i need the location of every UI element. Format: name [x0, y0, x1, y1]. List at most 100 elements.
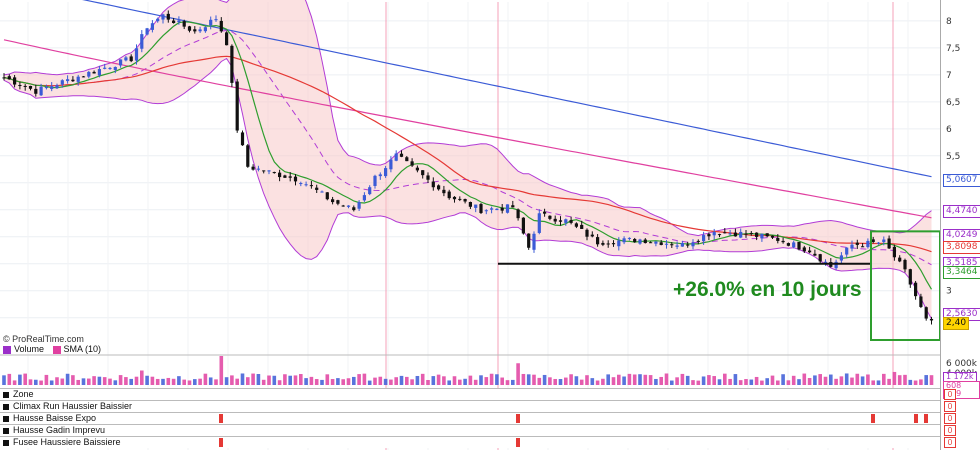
volume-bar — [277, 380, 282, 385]
candle-body — [352, 207, 356, 211]
volume-bar — [362, 373, 367, 385]
candle-body — [161, 14, 165, 20]
candle-body — [71, 79, 75, 82]
candle-body — [187, 26, 192, 31]
candle-body — [760, 233, 764, 239]
volume-bar — [733, 374, 738, 385]
indicator-name: Zone — [13, 389, 34, 399]
candle-body — [585, 229, 589, 237]
candle-body — [850, 244, 854, 249]
candle-body — [521, 217, 525, 234]
candle-body — [929, 318, 934, 321]
candle-body — [256, 168, 260, 170]
volume-bar — [452, 376, 457, 385]
volume-bar — [564, 377, 568, 385]
volume-bar — [309, 376, 314, 385]
indicator-value: 0 — [944, 401, 956, 412]
volume-bar — [574, 376, 579, 385]
candle-body — [209, 19, 213, 26]
candle-body — [23, 85, 27, 87]
candle-body — [537, 213, 541, 233]
volume-bar — [553, 378, 557, 385]
candle-body — [320, 191, 324, 193]
volume-tick-label: 6 000k — [946, 359, 978, 369]
volume-bar — [65, 373, 70, 385]
candle-body — [129, 56, 133, 62]
candle-body — [527, 233, 531, 248]
volume-bar — [622, 376, 626, 385]
volume-bar — [579, 379, 584, 385]
volume-bar — [134, 376, 139, 385]
volume-bar — [590, 378, 595, 385]
volume-bar — [765, 378, 769, 385]
candle-body — [664, 243, 669, 245]
volume-bar — [352, 376, 356, 385]
candle-body — [134, 48, 139, 61]
candle-body — [431, 181, 435, 188]
indicator-square-icon — [3, 427, 9, 434]
candle-body — [707, 234, 711, 237]
volume-bar — [723, 373, 727, 385]
volume-bar — [140, 370, 144, 385]
volume-bar — [193, 379, 197, 385]
volume-bar — [526, 374, 531, 385]
candle-body — [574, 223, 578, 227]
candle-body — [156, 18, 160, 22]
candle-body — [182, 21, 186, 27]
candle-body — [452, 196, 457, 200]
candle-body — [278, 172, 282, 178]
price-tag: 3,3464 — [943, 266, 980, 280]
candle-body — [601, 242, 605, 245]
candle-body — [341, 205, 345, 207]
volume-swatch-icon — [3, 345, 11, 354]
candle-body — [845, 247, 849, 255]
credit-label: © ProRealTime.com — [3, 334, 84, 344]
indicator-panel: Climax Run Haussier Baissier — [0, 400, 940, 412]
candle-body — [87, 71, 91, 77]
volume-bar — [892, 371, 897, 385]
candle-body — [733, 232, 737, 237]
candle-body — [7, 76, 11, 80]
candle-body — [633, 238, 637, 243]
volume-bar — [664, 373, 669, 385]
volume-bar — [442, 376, 446, 385]
volume-bar — [272, 375, 277, 385]
candle-body — [55, 85, 59, 89]
volume-bar — [818, 374, 822, 385]
volume-bar — [802, 373, 807, 385]
volume-bar — [389, 379, 393, 385]
candle-body — [797, 241, 801, 250]
candle-body — [786, 243, 790, 246]
volume-bar — [717, 379, 722, 385]
sma-legend-label: SMA (10) — [63, 344, 102, 354]
indicator-square-icon — [3, 391, 9, 398]
candle-body — [500, 207, 504, 211]
candle-body — [81, 76, 86, 78]
candle-body — [293, 176, 298, 182]
candle-body — [421, 170, 425, 176]
volume-bar — [177, 376, 181, 385]
volume-bar — [537, 377, 542, 385]
volume-bar — [219, 356, 224, 385]
volume-bar — [738, 380, 743, 385]
volume-bar — [897, 375, 902, 385]
volume-bar — [81, 378, 86, 385]
candle-body — [866, 240, 870, 248]
candle-body — [172, 20, 176, 24]
candle-body — [813, 253, 817, 256]
volume-bar — [60, 378, 65, 385]
candle-body — [696, 240, 700, 242]
volume-bar — [171, 378, 176, 385]
candle-body — [378, 174, 382, 177]
volume-bar — [585, 375, 589, 385]
volume-bar — [251, 373, 255, 385]
volume-bar — [829, 374, 833, 385]
candle-body — [315, 187, 319, 190]
volume-bar — [420, 373, 425, 385]
volume-bar — [246, 377, 250, 385]
candle-body — [495, 208, 499, 211]
volume-bar — [654, 378, 658, 385]
candle-body — [230, 45, 234, 83]
candle-body — [590, 234, 594, 237]
